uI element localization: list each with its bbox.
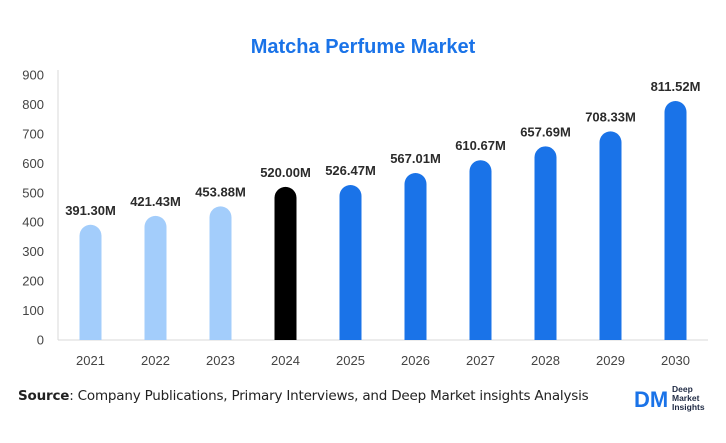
data-label: 526.47M	[325, 163, 376, 178]
bar-2026	[404, 173, 427, 340]
x-tick-label: 2030	[661, 353, 690, 368]
logo-line-1: Deep	[672, 384, 693, 394]
data-label: 421.43M	[130, 194, 181, 209]
data-label: 520.00M	[260, 165, 311, 180]
y-tick-label: 800	[22, 97, 44, 112]
logo-mark-icon: DM	[634, 387, 668, 412]
y-tick-label: 500	[22, 185, 44, 200]
x-tick-label: 2026	[401, 353, 430, 368]
bar-2025	[339, 184, 362, 340]
x-tick-label: 2021	[76, 353, 105, 368]
logo-wordmark: Deep Market Insights	[672, 385, 705, 412]
data-label: 453.88M	[195, 184, 246, 199]
bar-2027	[469, 160, 492, 340]
x-tick-label: 2028	[531, 353, 560, 368]
bar-layer	[79, 101, 687, 340]
bar-2022	[144, 215, 167, 340]
y-tick-label: 200	[22, 274, 44, 289]
x-tick-label: 2027	[466, 353, 495, 368]
bar-2028	[534, 146, 557, 340]
chart-title: Matcha Perfume Market	[250, 36, 476, 58]
y-tick-label: 300	[22, 244, 44, 259]
y-tick-label: 900	[22, 68, 44, 83]
x-tick-label: 2024	[271, 353, 300, 368]
source-text: : Company Publications, Primary Intervie…	[69, 388, 589, 404]
axis-layer: 0 100 200 300 400 500 600 700 800 900 2021 2022 2023…	[22, 68, 708, 368]
y-tick-label: 0	[37, 333, 44, 348]
source-note: Source: Company Publications, Primary In…	[18, 388, 589, 404]
bar-2021	[79, 224, 102, 340]
bar-2024	[274, 186, 297, 340]
x-tick-label: 2025	[336, 353, 365, 368]
y-tick-label: 100	[22, 303, 44, 318]
company-logo: DM Deep Market Insights	[634, 384, 724, 414]
data-label: 708.33M	[585, 109, 636, 124]
x-tick-label: 2022	[141, 353, 170, 368]
y-tick-label: 400	[22, 215, 44, 230]
label-layer: 391.30M 421.43M 453.88M 520.00M 526.47M 567.0…	[65, 79, 700, 218]
y-tick-label: 700	[22, 126, 44, 141]
svg-text:DM: DM	[634, 387, 668, 412]
logo-line-2: Market	[672, 393, 700, 403]
x-tick-label: 2023	[206, 353, 235, 368]
data-label: 811.52M	[651, 79, 701, 94]
bar-2029	[599, 131, 622, 340]
source-label: Source	[18, 388, 70, 404]
data-label: 657.69M	[520, 124, 571, 139]
bar-2030	[664, 101, 687, 340]
data-label: 567.01M	[390, 151, 441, 166]
bar-chart: 0 100 200 300 400 500 600 700 800 900 2021 2022 2023…	[22, 68, 708, 368]
bar-2023	[209, 206, 232, 340]
logo-line-3: Insights	[672, 402, 705, 412]
x-tick-label: 2029	[596, 353, 625, 368]
y-tick-label: 600	[22, 156, 44, 171]
data-label: 610.67M	[455, 138, 506, 153]
data-label: 391.30M	[65, 203, 116, 218]
